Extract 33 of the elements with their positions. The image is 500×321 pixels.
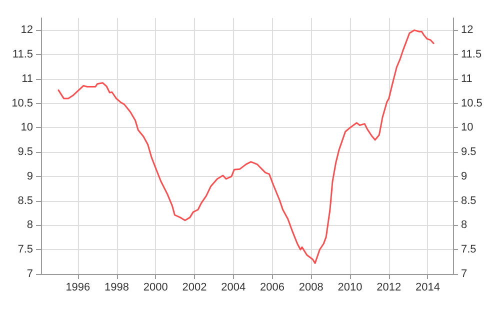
x-tick-label: 2002 [182, 282, 207, 294]
y2-tick-label: 8 [461, 219, 468, 232]
y2-tick-label: 11 [461, 72, 472, 85]
y2-tick-label: 7 [461, 268, 468, 280]
y2-tick-label: 10 [461, 122, 474, 134]
y2-tick-label: 9 [461, 170, 468, 182]
y2-tick-label: 11.5 [461, 48, 482, 61]
y-tick-label: 9.5 [18, 146, 33, 158]
x-tick-label: 2000 [143, 282, 168, 294]
y-tick-label: 8 [26, 219, 33, 232]
y2-tick-label: 12 [461, 24, 474, 36]
y-tick-label: 9 [26, 170, 33, 182]
y-tick-label: 7.5 [18, 244, 33, 256]
x-tick-label: 1996 [66, 282, 90, 294]
x-tick-label: 2006 [260, 282, 285, 294]
x-tick-label: 2008 [298, 282, 324, 294]
x-tick-label: 1998 [104, 282, 130, 294]
x-tick-label: 2014 [415, 282, 440, 294]
x-tick-label: 2004 [221, 282, 246, 294]
y2-tick-label: 9.5 [461, 146, 476, 158]
y2-tick-label: 7.5 [461, 244, 476, 256]
y-tick-label: 8.5 [18, 194, 33, 207]
y-tick-label: 10.5 [12, 97, 33, 110]
y-tick-label: 11 [22, 72, 33, 85]
y2-tick-label: 10.5 [461, 97, 482, 110]
y-tick-label: 11.5 [12, 48, 33, 61]
y-tick-label: 12 [20, 24, 33, 36]
y-tick-label: 10 [20, 122, 33, 134]
x-tick-label: 2010 [338, 282, 362, 294]
line-series [58, 29, 434, 264]
x-tick-label: 2012 [376, 282, 402, 294]
y-tick-label: 7 [26, 268, 33, 280]
y2-tick-label: 8.5 [461, 194, 476, 207]
